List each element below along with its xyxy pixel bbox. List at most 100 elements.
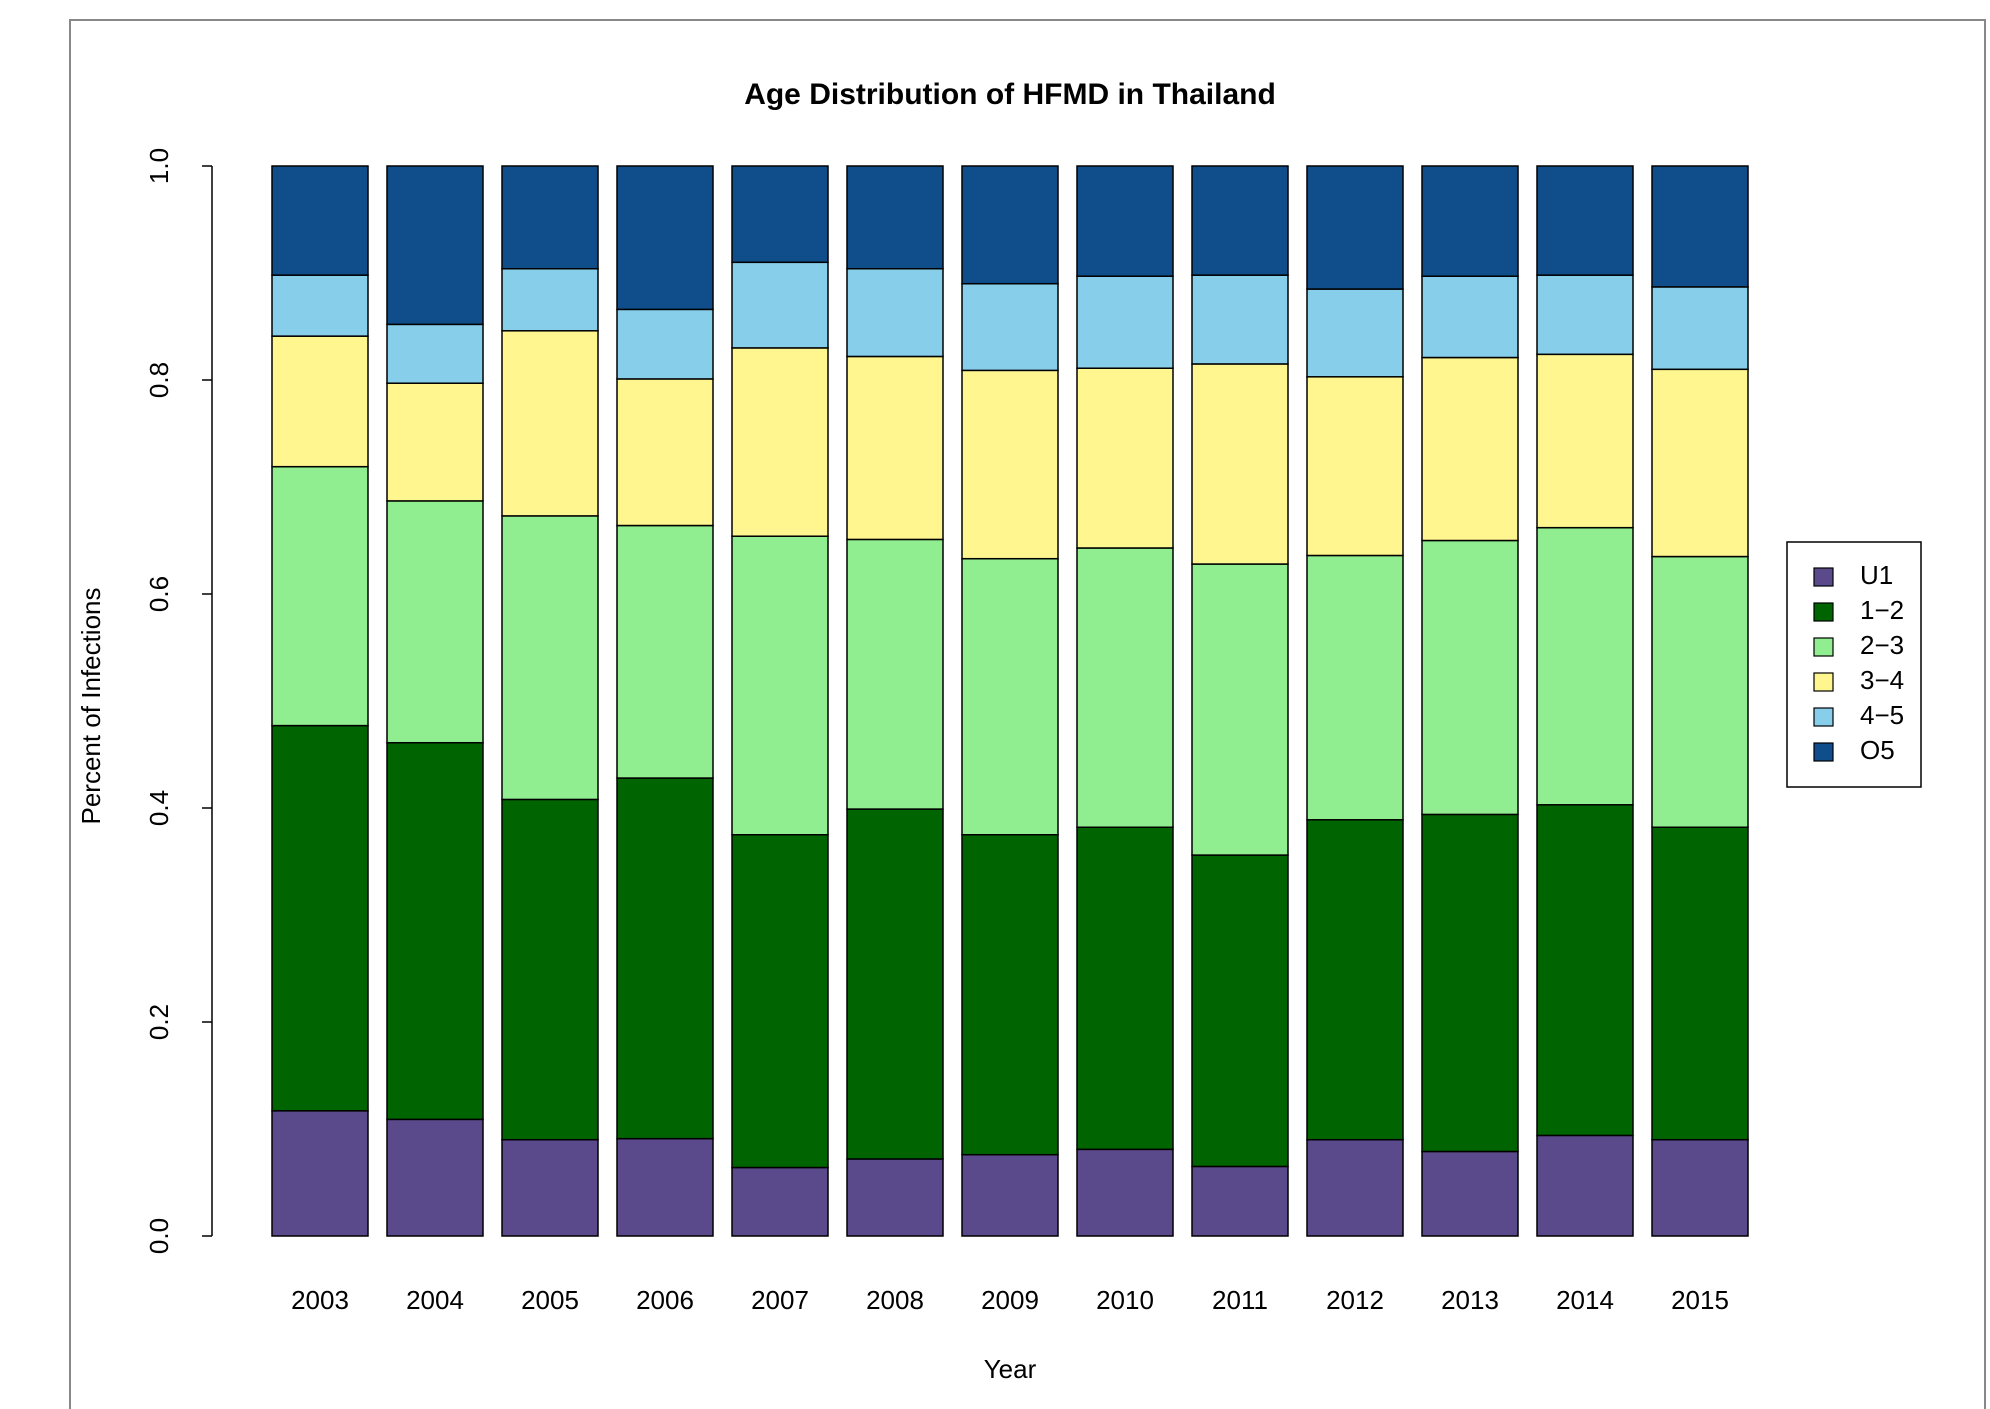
bar-segment — [616, 165, 714, 311]
bar-segment — [386, 1118, 484, 1237]
bar-segment — [1421, 1150, 1519, 1237]
bar-segment — [731, 165, 829, 264]
bar-segment — [1651, 826, 1749, 1141]
bar-segment — [1536, 353, 1634, 529]
bar-segment — [961, 282, 1059, 372]
legend-label: 3−4 — [1860, 665, 1904, 695]
bar-segment — [1306, 288, 1404, 378]
bar-segment — [961, 557, 1059, 836]
bar-segment — [271, 724, 369, 1112]
x-tick-label: 2005 — [521, 1285, 579, 1315]
frame — [69, 19, 1986, 1409]
x-axis-label: Year — [984, 1354, 1037, 1384]
bar-segment — [616, 308, 714, 380]
x-tick-label: 2011 — [1212, 1285, 1268, 1315]
bar-segment — [1421, 813, 1519, 1153]
bar-segment — [271, 465, 369, 727]
bar-segment — [386, 500, 484, 744]
bar-segment — [501, 330, 599, 517]
bar-segment — [616, 378, 714, 527]
legend-swatch — [1813, 707, 1834, 727]
bar-segment — [731, 347, 829, 537]
bar-segment — [1536, 526, 1634, 806]
bar-segment — [271, 335, 369, 468]
bar-segment — [271, 274, 369, 337]
bar-segment — [1306, 165, 1404, 290]
y-tick-label: 0.8 — [144, 362, 174, 398]
legend-swatch — [1813, 742, 1834, 762]
y-tick-label: 0.6 — [144, 576, 174, 612]
bar-segment — [1651, 286, 1749, 371]
bar-segment — [1076, 547, 1174, 829]
bar-segment — [616, 1137, 714, 1237]
x-tick-label: 2006 — [636, 1285, 694, 1315]
bar-segment — [1536, 165, 1634, 276]
bar-segment — [1306, 1138, 1404, 1237]
bar-segment — [961, 1153, 1059, 1237]
bar-segment — [501, 165, 599, 270]
chart-title: Age Distribution of HFMD in Thailand — [744, 78, 1276, 111]
bar-segment — [731, 1166, 829, 1237]
bar-segment — [616, 524, 714, 779]
x-tick-label: 2007 — [751, 1285, 809, 1315]
bar-segment — [386, 165, 484, 326]
y-tick-label: 0.2 — [144, 1004, 174, 1040]
bar-segment — [1536, 804, 1634, 1137]
bar-segment — [271, 1110, 369, 1237]
bar-segment — [1191, 563, 1289, 856]
bar-segment — [1191, 165, 1289, 276]
bar-segment — [1306, 376, 1404, 557]
y-axis-label: Percent of Infections — [76, 587, 106, 824]
bar-segment — [501, 798, 599, 1141]
bar-segment — [961, 369, 1059, 560]
bar-segment — [1191, 274, 1289, 365]
bar-segment — [731, 535, 829, 836]
bar-segment — [1306, 554, 1404, 821]
bar-segment — [1421, 356, 1519, 542]
legend-label: 2−3 — [1860, 630, 1904, 660]
bar-segment — [386, 741, 484, 1121]
bar-segment — [386, 382, 484, 502]
bar-segment — [1536, 274, 1634, 356]
bar-segment — [271, 165, 369, 276]
bar-segment — [846, 267, 944, 358]
bar-segment — [1191, 1165, 1289, 1237]
y-tick-label: 0.0 — [144, 1218, 174, 1254]
bar-segment — [1651, 368, 1749, 558]
legend-label: 4−5 — [1860, 700, 1904, 730]
x-tick-label: 2013 — [1441, 1285, 1499, 1315]
bar-segment — [386, 323, 484, 384]
bar-segment — [1076, 275, 1174, 369]
bar-segment — [1421, 275, 1519, 359]
bar-segment — [501, 515, 599, 801]
bar-segment — [1536, 1134, 1634, 1237]
y-tick-label: 1.0 — [144, 148, 174, 184]
legend-swatch — [1813, 602, 1834, 622]
bar-segment — [731, 261, 829, 349]
x-tick-label: 2004 — [406, 1285, 464, 1315]
x-tick-label: 2003 — [291, 1285, 349, 1315]
x-tick-label: 2010 — [1096, 1285, 1154, 1315]
legend-swatch — [1813, 567, 1834, 587]
bar-segment — [501, 267, 599, 332]
bar-segment — [961, 165, 1059, 285]
bar-segment — [616, 777, 714, 1140]
bar-segment — [1076, 367, 1174, 549]
bar-segment — [846, 1158, 944, 1237]
x-tick-label: 2014 — [1556, 1285, 1614, 1315]
bar-segment — [1076, 1148, 1174, 1237]
x-tick-label: 2012 — [1326, 1285, 1384, 1315]
legend-swatch — [1813, 637, 1834, 657]
legend-box — [1786, 541, 1922, 788]
bar-segment — [846, 165, 944, 270]
legend-swatch — [1813, 672, 1834, 692]
bar-segment — [731, 834, 829, 1169]
bar-segment — [1076, 165, 1174, 277]
bar-segment — [1191, 363, 1289, 565]
bar-segment — [846, 538, 944, 810]
bar-segment — [1651, 165, 1749, 288]
bar-segment — [846, 355, 944, 541]
bar-segment — [961, 834, 1059, 1156]
